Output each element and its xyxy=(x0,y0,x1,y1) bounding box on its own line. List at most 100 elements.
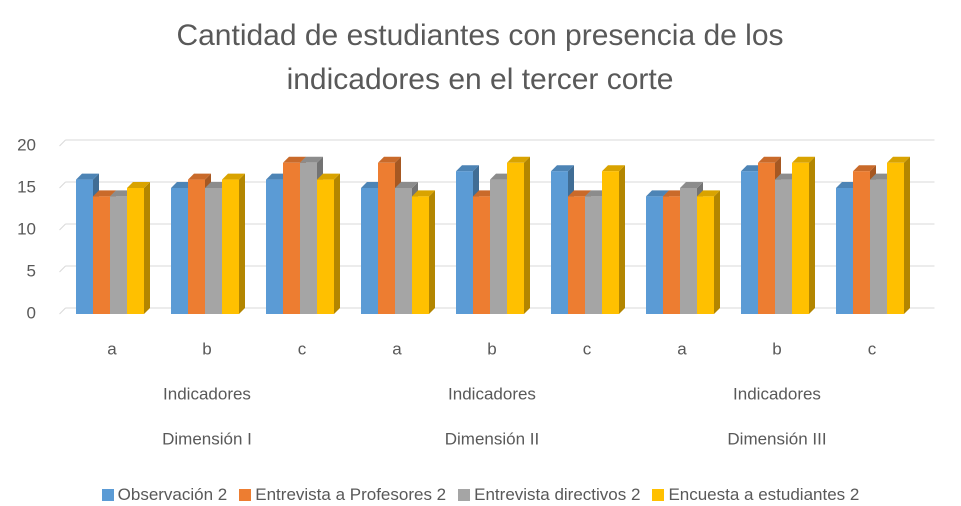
bar xyxy=(887,162,904,314)
grid-line-side xyxy=(59,265,66,273)
bar-side xyxy=(904,156,910,314)
bar xyxy=(870,179,887,314)
bar xyxy=(300,162,317,314)
chart-title: Cantidad de estudiantes con presencia de… xyxy=(176,19,784,96)
y-tick-label: 0 xyxy=(27,303,36,322)
bar xyxy=(602,171,619,314)
y-tick-label: 10 xyxy=(17,219,36,238)
x-tick-label: c xyxy=(583,339,592,358)
bar-top xyxy=(680,182,703,188)
bar xyxy=(127,188,144,314)
bar xyxy=(456,171,473,314)
bar-side xyxy=(809,156,815,314)
bar xyxy=(792,162,809,314)
legend-swatch xyxy=(458,489,471,501)
bar xyxy=(76,179,93,314)
legend-item: Entrevista directivos 2 xyxy=(458,485,640,505)
bar-top xyxy=(792,156,815,163)
bar-side xyxy=(524,156,530,314)
bar-top xyxy=(758,156,781,163)
x-tick-label: b xyxy=(772,339,781,358)
bar xyxy=(697,196,714,314)
bar-top xyxy=(76,173,99,180)
bar xyxy=(361,188,378,314)
legend-item: Observación 2 xyxy=(101,485,227,505)
bar-top xyxy=(551,165,574,172)
bar xyxy=(741,171,758,314)
group-sublabel: Indicadores xyxy=(448,384,536,403)
bar xyxy=(266,179,283,314)
y-tick-label: 15 xyxy=(17,177,36,196)
bar xyxy=(836,188,853,314)
bar-side xyxy=(144,182,150,314)
bar-top xyxy=(283,156,306,163)
group-label: Dimensión II xyxy=(445,429,539,448)
x-tick-label: c xyxy=(868,339,877,358)
bar xyxy=(680,188,697,314)
legend-item: Entrevista a Profesores 2 xyxy=(239,485,446,505)
bar-side xyxy=(239,173,245,314)
bar xyxy=(395,188,412,314)
bar xyxy=(222,179,239,314)
x-tick-label: b xyxy=(202,339,211,358)
bar xyxy=(646,196,663,314)
legend: Observación 2 Entrevista a Profesores 2 En… xyxy=(0,485,961,505)
bar-top xyxy=(507,156,530,163)
bar xyxy=(378,162,395,314)
bar xyxy=(490,179,507,314)
x-tick-label: a xyxy=(107,339,117,358)
grid-line-side xyxy=(59,181,66,189)
group-label: Dimensión I xyxy=(162,429,252,448)
bar xyxy=(551,171,568,314)
legend-item: Encuesta a estudiantes 2 xyxy=(652,485,859,505)
bar xyxy=(188,179,205,314)
legend-label: Encuesta a estudiantes 2 xyxy=(668,485,860,504)
bar xyxy=(568,196,585,314)
group-sublabel: Indicadores xyxy=(163,384,251,403)
legend-label: Entrevista a Profesores 2 xyxy=(255,485,447,504)
bar-side xyxy=(429,190,435,314)
group-label: Dimensión III xyxy=(727,429,826,448)
bar xyxy=(853,171,870,314)
bar xyxy=(317,179,334,314)
bar xyxy=(412,196,429,314)
bar-top xyxy=(412,190,435,197)
x-tick-label: b xyxy=(487,339,496,358)
bar xyxy=(758,162,775,314)
bar-top xyxy=(188,173,211,180)
bar xyxy=(585,196,602,314)
bar-top xyxy=(697,190,720,197)
bar xyxy=(473,196,490,314)
bar-top xyxy=(395,182,418,188)
bar xyxy=(110,196,127,314)
x-tick-label: c xyxy=(298,339,307,358)
bar-top xyxy=(222,173,245,180)
legend-swatch xyxy=(239,489,252,501)
grid-line-side xyxy=(59,139,66,147)
grid-line-side xyxy=(59,223,66,231)
bar xyxy=(93,196,110,314)
bar-top xyxy=(887,156,910,163)
bar-top xyxy=(317,173,340,180)
bar-top xyxy=(127,182,150,188)
bar xyxy=(205,188,222,314)
bar-top xyxy=(646,190,669,197)
bar xyxy=(283,162,300,314)
bar-side xyxy=(334,173,340,314)
x-tick-label: a xyxy=(677,339,687,358)
group-sublabel: Indicadores xyxy=(733,384,821,403)
grid-line-side xyxy=(59,307,66,315)
bar-top xyxy=(93,190,116,197)
legend-swatch xyxy=(652,489,665,501)
bar xyxy=(775,179,792,314)
y-tick-label: 20 xyxy=(17,135,36,154)
bar-top xyxy=(456,165,479,172)
bar-top xyxy=(853,165,876,172)
bar xyxy=(171,188,188,314)
bar-top xyxy=(568,190,591,197)
bar-top xyxy=(300,156,323,163)
bar-top xyxy=(602,165,625,172)
x-tick-label: a xyxy=(392,339,402,358)
